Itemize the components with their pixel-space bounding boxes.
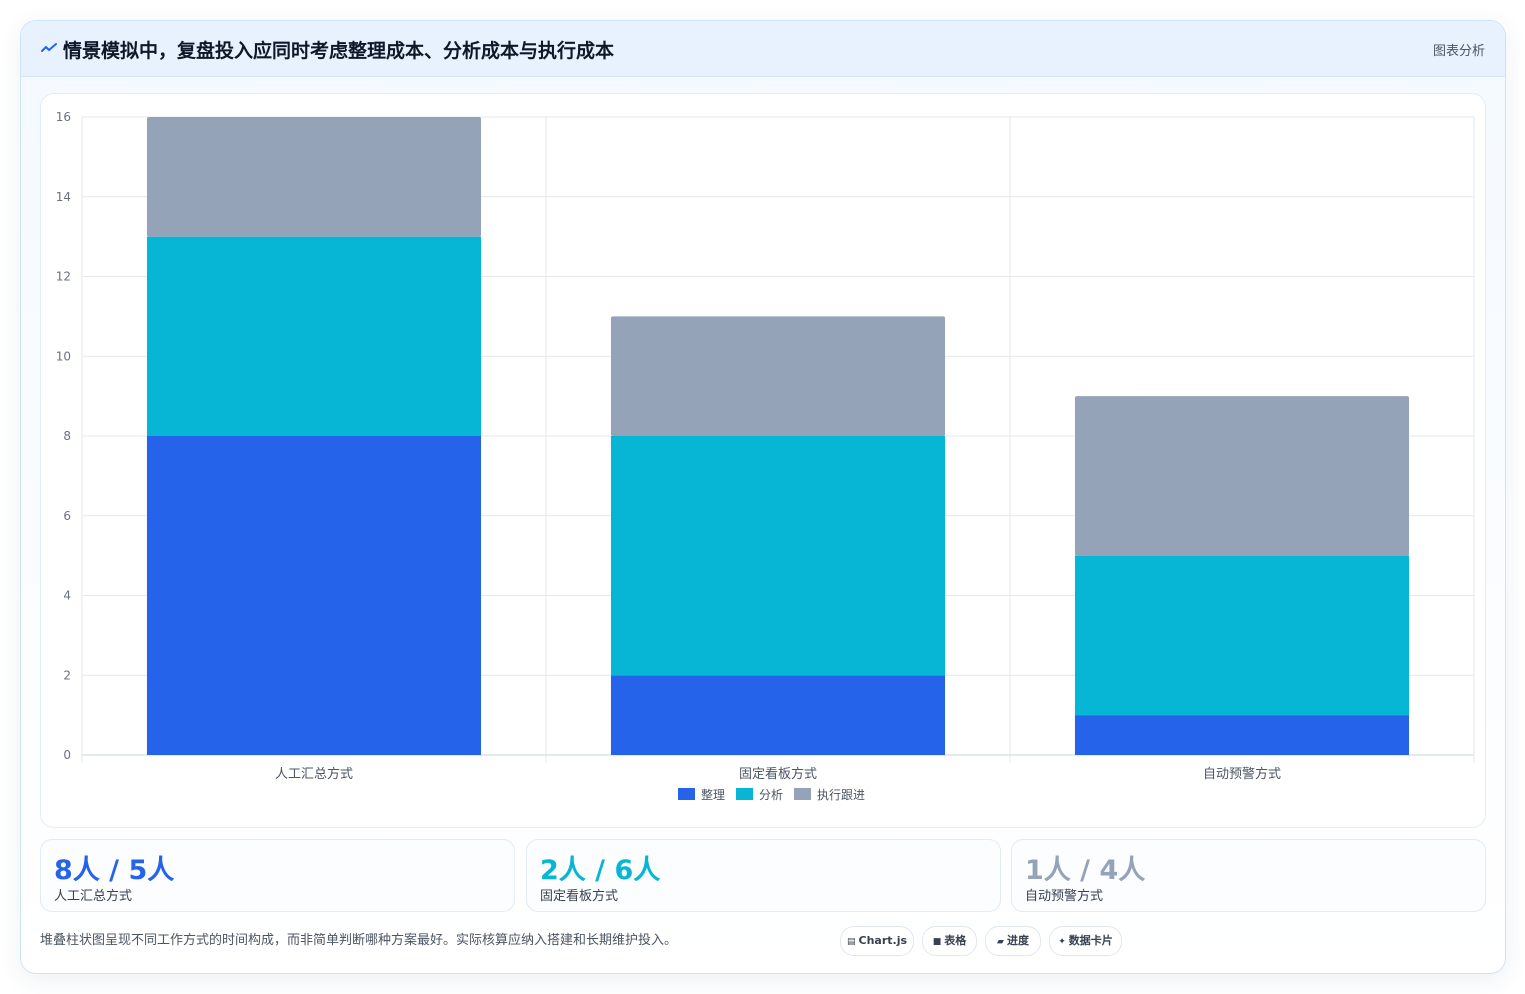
chart-container: 0 2 4 6 8 10 12 14 16 人工汇总方式 固定看板方式 自动预警方式整理 分析 执行跟进 [40,93,1486,828]
y-tick-label: 4 [63,589,71,603]
legend-label: 整理 [701,787,725,802]
stat-value: 8人 / 5人 [54,855,175,886]
legend-swatch [794,788,811,800]
bar-segment [146,236,482,436]
legend-label: 执行跟进 [817,788,865,802]
stat-card-manual: 8人 / 5人 人工汇总方式 [40,839,515,912]
y-tick-label: 0 [63,748,71,762]
y-tick-label: 12 [56,270,71,284]
stat-card-dashboard: 2人 / 6人 固定看板方式 [526,839,1001,912]
chart-card: 情景模拟中，复盘投入应同时考虑整理成本、分析成本与执行成本 图表分析 0 2 4 6 8… [20,20,1506,974]
legend-swatch [678,788,695,800]
y-tick-label: 10 [56,349,71,363]
bar-segment [1074,396,1410,556]
stat-cards: 8人 / 5人 人工汇总方式 2人 / 6人 固定看板方式 1人 / 4人 自动… [40,839,1486,912]
chip-label: Chart.js [858,934,908,947]
chip-label: 表格 [944,934,967,947]
stat-value: 2人 / 6人 [540,855,661,886]
chip-chartjs[interactable]: ▤ Chart.js [840,926,914,956]
chart-icon: ▤ [846,937,856,947]
stat-value: 1人 / 4人 [1025,855,1146,886]
bar-segment [1074,555,1410,716]
bar-segment [1074,715,1410,755]
header-tag: 图表分析 [1432,44,1485,59]
chip-progress[interactable]: ▰ 进度 [985,926,1041,956]
x-tick-label: 固定看板方式 [739,766,817,782]
stat-card-auto-alert: 1人 / 4人 自动预警方式 [1011,839,1486,912]
stat-label: 固定看板方式 [540,889,619,904]
page-title: 情景模拟中，复盘投入应同时考虑整理成本、分析成本与执行成本 [63,40,615,62]
bar-segment [146,436,482,755]
bar-segment [610,436,946,676]
progress-icon: ▰ [997,937,1004,947]
x-tick-label: 自动预警方式 [1203,766,1281,782]
stat-label: 自动预警方式 [1025,889,1104,904]
stat-label: 人工汇总方式 [54,889,133,904]
y-tick-label: 8 [63,429,71,443]
legend-label: 分析 [759,788,783,802]
chip-label: 进度 [1006,934,1029,947]
y-tick-label: 16 [56,110,71,124]
footnote: 堆叠柱状图呈现不同工作方式的时间构成，而非简单判断哪种方案最好。实际核算应纳入搭… [40,933,678,948]
y-tick-label: 14 [56,190,71,204]
bar-segment [610,675,946,755]
sparkle-icon: ✦ [1058,937,1066,947]
bar-segment [146,117,482,237]
chip-label: 数据卡片 [1068,934,1113,947]
y-tick-label: 2 [63,668,71,682]
y-tick-label: 6 [63,509,71,523]
chip-data-cards[interactable]: ✦ 数据卡片 [1049,926,1122,956]
card-header: 情景模拟中，复盘投入应同时考虑整理成本、分析成本与执行成本 图表分析 [21,21,1505,77]
chip-table[interactable]: ■ 表格 [922,926,977,956]
table-icon: ■ [932,937,942,947]
legend-swatch [736,788,753,800]
bar-segment [610,316,946,436]
x-tick-label: 人工汇总方式 [275,766,353,782]
trend-line-icon [41,40,57,56]
